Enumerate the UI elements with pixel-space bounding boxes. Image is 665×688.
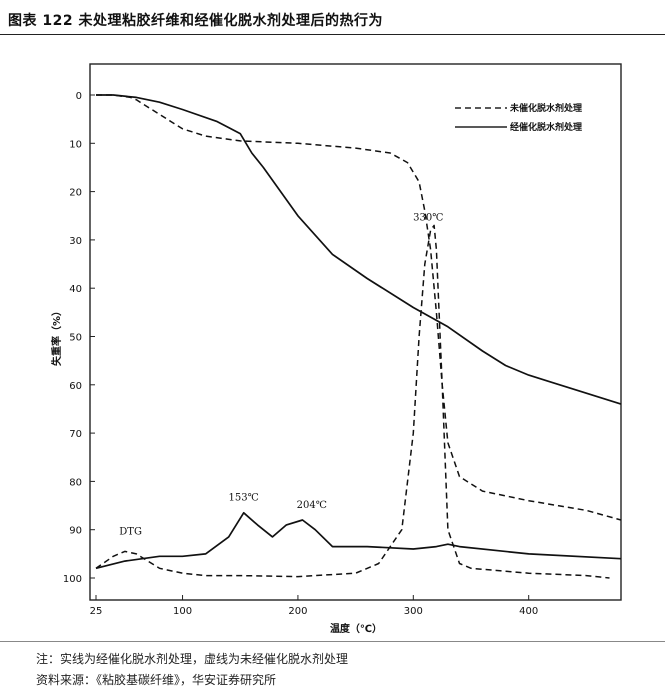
- series-line-0: [96, 94, 622, 521]
- x-tick-label: 100: [173, 606, 192, 617]
- x-tick-label: 25: [90, 606, 103, 617]
- legend-label-treated: 经催化脱水剂处理: [510, 121, 582, 133]
- y-tick-label: 90: [69, 526, 82, 537]
- series-line-3: [95, 511, 622, 570]
- x-tick-label: 200: [288, 606, 307, 617]
- y-tick-label: 10: [69, 139, 82, 150]
- y-tick-label: 0: [76, 91, 82, 102]
- title-rule: [0, 34, 665, 35]
- y-tick-label: 100: [63, 574, 82, 585]
- x-axis-title: 温度（℃）: [330, 622, 382, 635]
- y-tick-label: 70: [69, 429, 82, 440]
- annotation-label: 153℃: [229, 493, 259, 504]
- legend-label-untreated: 未催化脱水剂处理: [509, 102, 582, 114]
- y-axis-title: 失重率（%）: [50, 306, 63, 366]
- annotation-label: DTG: [119, 527, 142, 538]
- y-tick-label: 40: [69, 284, 82, 295]
- series-line-1: [96, 94, 622, 405]
- source-note: 资料来源：《粘胶基碳纤维》，华安证券研究所: [36, 673, 277, 687]
- legend: 未催化脱水剂处理 经催化脱水剂处理: [455, 102, 582, 133]
- figure-title: 图表 122 未处理粘胶纤维和经催化脱水剂处理后的热行为: [8, 13, 383, 29]
- y-tick-label: 20: [69, 188, 82, 199]
- annotation-label: 330℃: [413, 213, 443, 224]
- y-tick-label: 50: [69, 333, 82, 344]
- footer-rule: [0, 641, 665, 642]
- y-tick-label: 80: [69, 477, 82, 488]
- plot-frame: [89, 63, 622, 601]
- series-line-2: [95, 224, 610, 579]
- chart-note: 注：实线为经催化脱水剂处理，虚线为未经催化脱水剂处理: [36, 652, 349, 666]
- y-tick-label: 30: [69, 236, 82, 247]
- annotation-label: 204℃: [297, 500, 327, 511]
- y-tick-label: 60: [69, 381, 82, 392]
- x-tick-label: 400: [519, 606, 538, 617]
- x-tick-label: 300: [404, 606, 423, 617]
